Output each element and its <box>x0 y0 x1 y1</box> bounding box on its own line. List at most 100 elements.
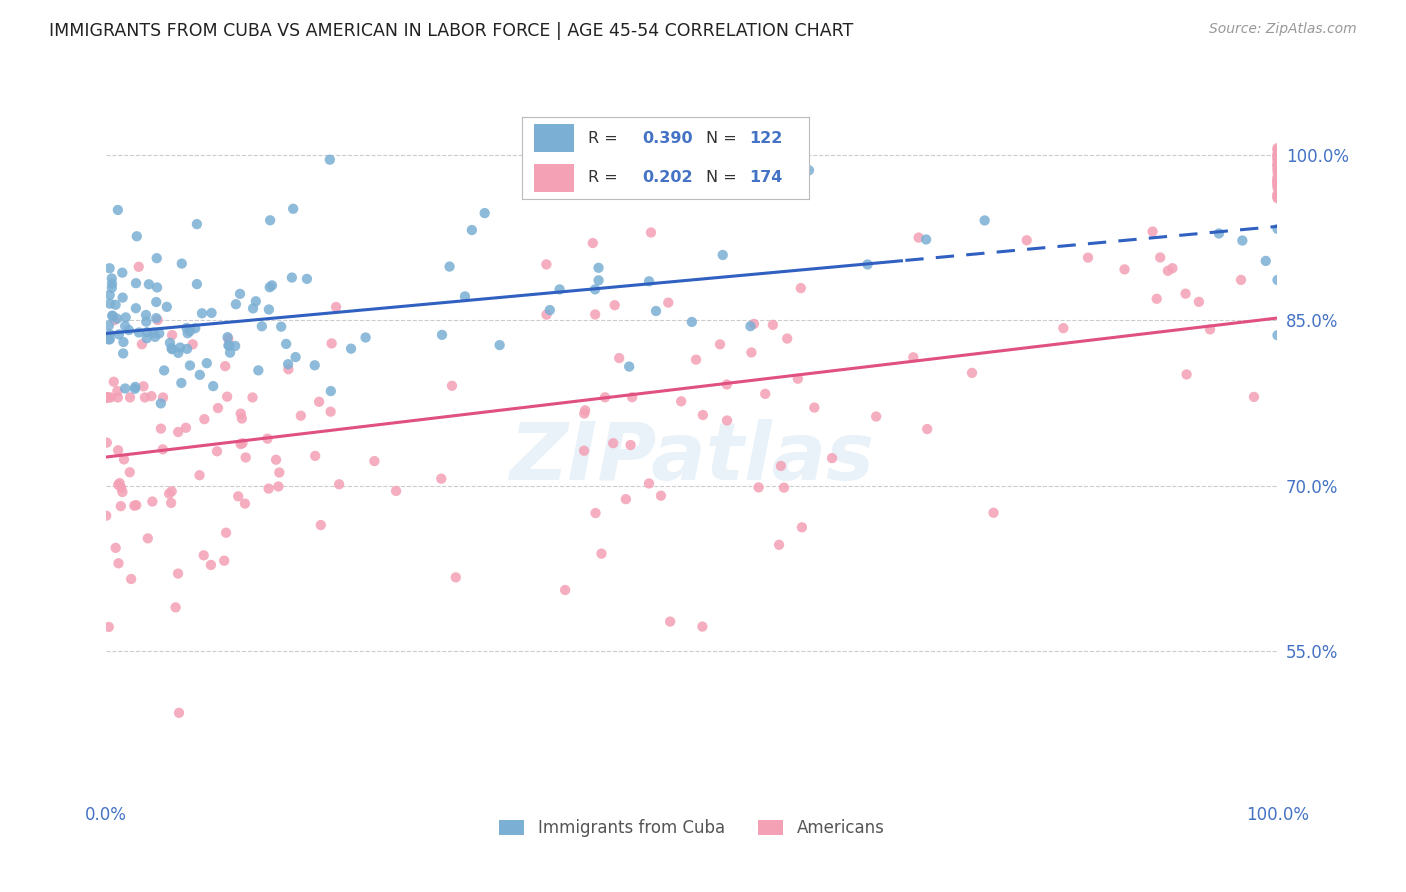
Point <box>617 157 640 171</box>
Point <box>295 272 318 286</box>
Point <box>657 295 679 310</box>
Point <box>907 230 929 244</box>
Point <box>107 556 129 570</box>
Point <box>217 390 239 404</box>
Point <box>250 319 273 334</box>
Point <box>112 346 135 360</box>
Point <box>124 499 146 513</box>
Point <box>219 345 242 359</box>
Point <box>110 499 132 513</box>
Point <box>856 257 879 271</box>
Point <box>176 321 198 335</box>
Point <box>983 506 1005 520</box>
Point <box>638 274 661 288</box>
Point <box>1267 175 1289 189</box>
Point <box>1267 153 1289 168</box>
Point <box>762 318 785 332</box>
Point <box>186 277 208 292</box>
Point <box>146 313 169 327</box>
Point <box>1114 262 1136 277</box>
Point <box>98 332 121 346</box>
Point <box>444 570 467 584</box>
Point <box>716 413 738 427</box>
Point <box>125 276 148 290</box>
Point <box>1267 143 1289 157</box>
Point <box>107 443 129 458</box>
Point <box>105 384 128 398</box>
Point <box>136 532 159 546</box>
Point <box>536 308 558 322</box>
Point <box>101 309 124 323</box>
Point <box>1199 322 1222 336</box>
Point <box>260 278 283 293</box>
Point <box>1175 368 1198 382</box>
Text: IMMIGRANTS FROM CUBA VS AMERICAN IN LABOR FORCE | AGE 45-54 CORRELATION CHART: IMMIGRANTS FROM CUBA VS AMERICAN IN LABO… <box>49 22 853 40</box>
Point <box>96 435 118 450</box>
Point <box>176 326 198 341</box>
Point <box>101 281 124 295</box>
Point <box>585 506 607 520</box>
Point <box>215 525 238 540</box>
Point <box>1052 321 1074 335</box>
Point <box>1267 148 1289 162</box>
Point <box>676 180 699 194</box>
Point <box>269 466 291 480</box>
Point <box>114 310 136 325</box>
Point <box>138 277 160 292</box>
Point <box>170 257 193 271</box>
Point <box>574 407 596 421</box>
Point <box>1267 191 1289 205</box>
Point <box>790 520 813 534</box>
Point <box>118 323 141 337</box>
Point <box>1149 251 1171 265</box>
Point <box>1267 328 1289 343</box>
Point <box>915 232 938 246</box>
Point <box>430 472 453 486</box>
Point <box>740 345 762 359</box>
Point <box>385 483 408 498</box>
Point <box>167 346 190 360</box>
Point <box>143 330 166 344</box>
Point <box>217 338 239 352</box>
Point <box>193 549 215 563</box>
Text: ZIPatlas: ZIPatlas <box>509 418 875 497</box>
Point <box>591 547 613 561</box>
Point <box>1267 151 1289 165</box>
Point <box>112 452 135 467</box>
Point <box>607 351 630 365</box>
Point <box>1161 261 1184 276</box>
Point <box>124 380 146 394</box>
Point <box>821 451 844 466</box>
Point <box>270 319 292 334</box>
Point <box>554 582 576 597</box>
Point <box>440 378 463 392</box>
Point <box>640 226 662 240</box>
Point <box>1174 286 1197 301</box>
Point <box>124 382 146 396</box>
Point <box>256 432 278 446</box>
Point <box>536 257 558 271</box>
Point <box>112 334 135 349</box>
Point <box>773 481 796 495</box>
Point <box>135 308 157 322</box>
Point <box>108 476 131 491</box>
Point <box>179 324 201 338</box>
Point <box>118 465 141 479</box>
Point <box>602 436 624 450</box>
Point <box>1267 141 1289 155</box>
Point <box>593 390 616 404</box>
Point <box>1267 273 1289 287</box>
Point <box>711 248 734 262</box>
Point <box>179 359 201 373</box>
Point <box>125 498 148 512</box>
Point <box>769 458 792 473</box>
Point <box>1267 147 1289 161</box>
Point <box>461 223 484 237</box>
Point <box>284 350 307 364</box>
Point <box>107 477 129 491</box>
Point <box>191 306 214 320</box>
Point <box>247 363 270 377</box>
Point <box>98 288 121 302</box>
Point <box>1267 188 1289 202</box>
Point <box>1267 150 1289 164</box>
